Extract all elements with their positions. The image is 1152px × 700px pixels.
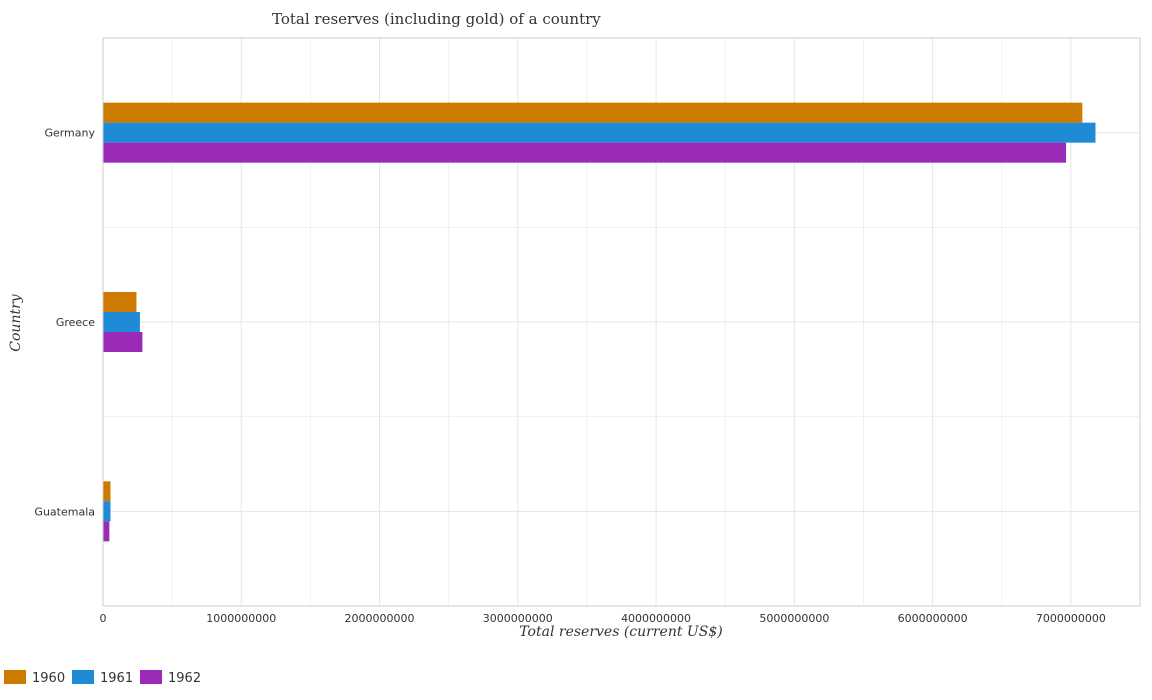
bar-guatemala-1960 [103,481,111,502]
x-ticks: 0 1000000000 2000000000 3000000000 400000000… [100,612,1106,625]
legend-label-1962: 1962 [168,671,201,686]
bar-germany-1960 [103,102,1083,123]
legend: 1960 1961 1962 [4,670,201,686]
legend-label-1961: 1961 [100,671,133,686]
chart-title: Total reserves (including gold) of a cou… [272,10,601,28]
bar-germany-1962 [103,142,1067,163]
bars [103,102,1096,542]
legend-swatch-1962 [140,670,162,684]
y-tick-label: Guatemala [34,505,95,518]
x-tick-label: 3000000000 [483,612,553,625]
bar-greece-1962 [103,332,143,352]
bar-germany-1961 [103,122,1096,143]
y-ticks: Germany Greece Guatemala [34,127,95,519]
x-tick-label: 5000000000 [759,612,829,625]
bar-greece-1960 [103,292,137,312]
legend-label-1960: 1960 [32,671,65,686]
x-tick-label: 7000000000 [1036,612,1106,625]
legend-swatch-1961 [72,670,94,684]
x-tick-label: 4000000000 [621,612,691,625]
bar-guatemala-1961 [103,501,111,522]
y-tick-label: Germany [44,127,95,140]
plot-frame [102,37,1141,607]
bar-guatemala-1962 [103,521,110,542]
x-tick-label: 6000000000 [898,612,968,625]
y-axis-label: Country [8,293,24,351]
x-tick-label: 1000000000 [206,612,276,625]
bar-greece-1961 [103,312,140,332]
x-tick-label: 2000000000 [345,612,415,625]
x-tick-label: 0 [100,612,107,625]
x-axis-label: Total reserves (current US$) [519,624,722,640]
y-tick-label: Greece [56,316,95,329]
legend-swatch-1960 [4,670,26,684]
